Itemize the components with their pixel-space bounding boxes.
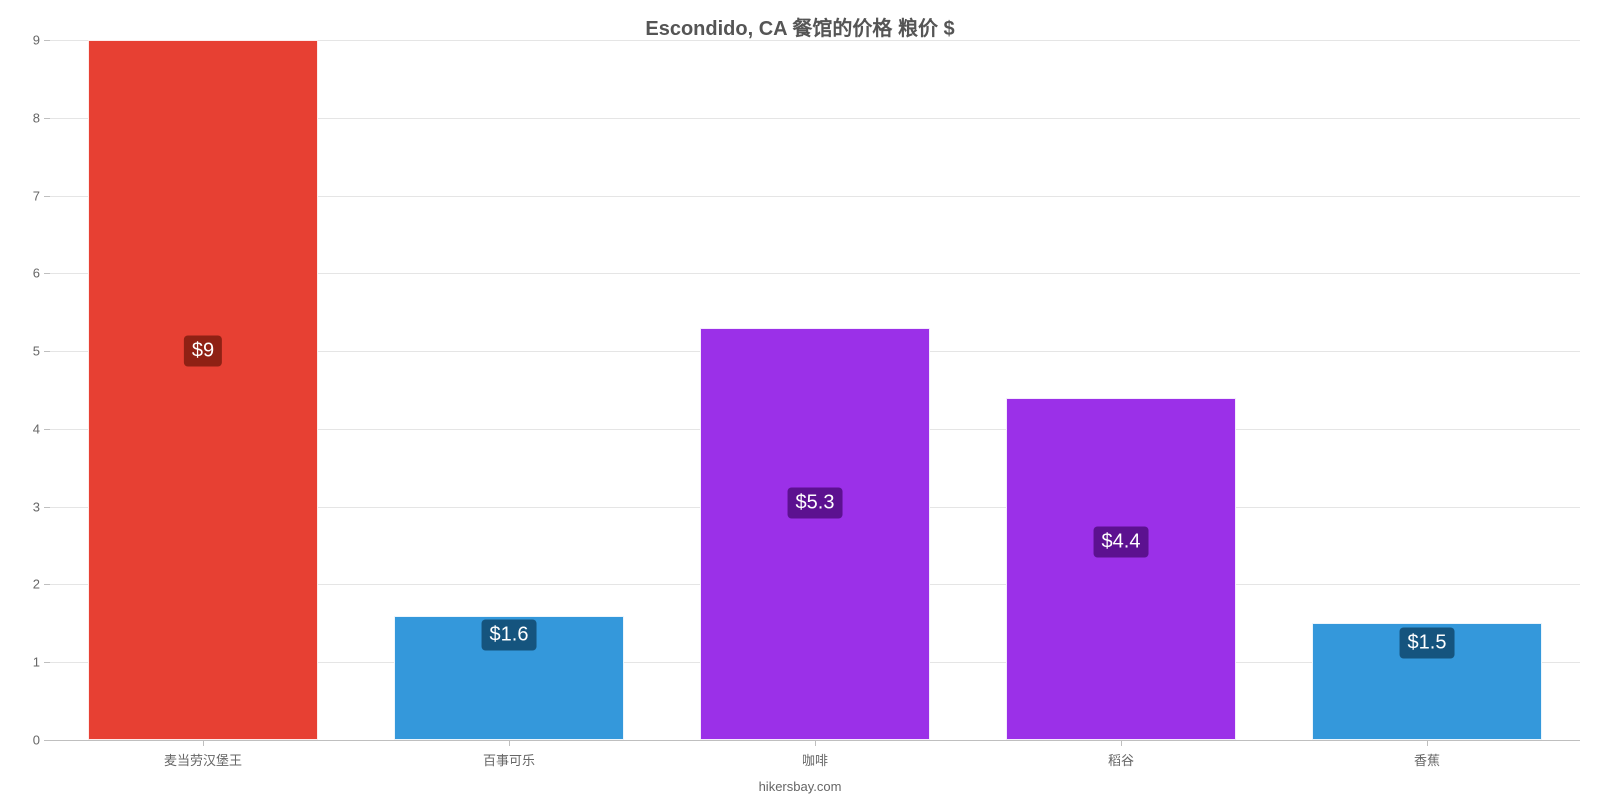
y-tick-label: 3 [33,499,50,514]
y-tick-label: 8 [33,110,50,125]
bar-value-label: $5.3 [788,487,843,518]
x-tick-label: 咖啡 [802,740,828,769]
price-bar-chart: Escondido, CA 餐馆的价格 粮价 $ 0123456789$9麦当劳… [0,0,1600,800]
chart-footer: hikersbay.com [0,779,1600,794]
y-tick-label: 4 [33,421,50,436]
y-tick-label: 0 [33,733,50,748]
bar-value-label: $9 [184,336,222,367]
bar-value-label: $1.6 [482,620,537,651]
bar [700,328,930,740]
chart-title: Escondido, CA 餐馆的价格 粮价 $ [0,12,1600,41]
y-tick-label: 9 [33,33,50,48]
x-tick-label: 香蕉 [1414,740,1440,769]
bar-value-label: $4.4 [1094,526,1149,557]
y-tick-label: 6 [33,266,50,281]
y-tick-label: 7 [33,188,50,203]
bar [1006,398,1236,740]
x-tick-label: 麦当劳汉堡王 [164,740,242,769]
bar-value-label: $1.5 [1400,627,1455,658]
bar [88,40,318,740]
y-tick-label: 5 [33,344,50,359]
y-tick-label: 1 [33,655,50,670]
y-tick-label: 2 [33,577,50,592]
x-tick-label: 稻谷 [1108,740,1134,769]
x-tick-label: 百事可乐 [483,740,535,769]
plot-area: 0123456789$9麦当劳汉堡王$1.6百事可乐$5.3咖啡$4.4稻谷$1… [50,40,1580,740]
